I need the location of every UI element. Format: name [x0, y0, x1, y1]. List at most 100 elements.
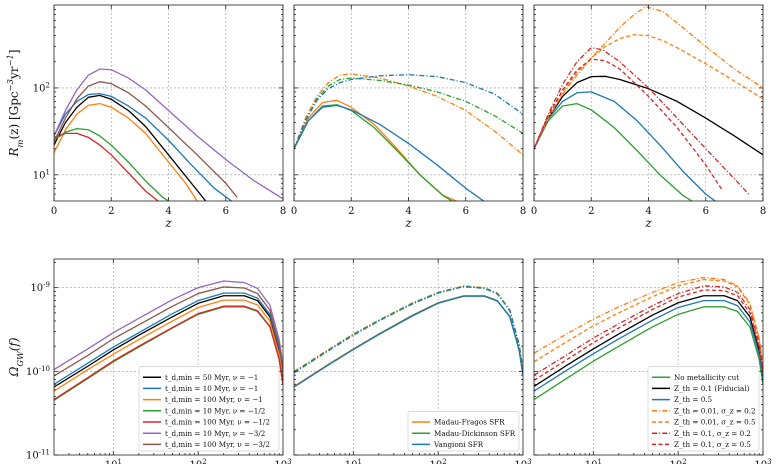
series-line-4 [534, 278, 763, 365]
x-axis-label: z [404, 216, 412, 230]
x-tick-label: 102 [670, 458, 687, 464]
series-line-1 [54, 92, 232, 201]
series-line-1 [294, 104, 454, 201]
series-line-1 [534, 295, 763, 387]
x-tick-label: 8 [280, 206, 286, 217]
legend: Madau-Fragos SFR Madau-Dickinson SFR Vangi… [407, 411, 520, 452]
series-line-5 [534, 47, 750, 195]
legend-box [407, 411, 520, 452]
y-tick-label: 101 [33, 168, 50, 181]
series-line-2 [294, 295, 523, 388]
series-line-3 [294, 73, 523, 156]
legend-entry-label: Z_th = 0.1, σ_z = 0.5 [674, 440, 751, 449]
series-line-4 [294, 285, 523, 373]
series-line-5 [294, 74, 523, 149]
x-tick-label: 2 [588, 206, 594, 217]
series-line-4 [534, 34, 763, 149]
legend-box [647, 366, 760, 452]
x-tick-label: 102 [430, 458, 447, 464]
x-axis-label: z [164, 216, 172, 230]
series-line-0 [534, 102, 694, 201]
series-line-0 [54, 94, 207, 201]
series-line-4 [54, 132, 160, 201]
series-line-3 [54, 127, 171, 201]
legend-entry-label: t_d,min = 10 Myr, ν = −1 [165, 384, 258, 393]
series-line-0 [534, 306, 763, 401]
legend-box [138, 366, 280, 452]
x-tick-label: 6 [223, 206, 229, 217]
series-line-6 [54, 286, 283, 377]
x-axis-label: z [644, 216, 652, 230]
chart-panel-top-middle: 0 2 4 6 8 z [291, 4, 526, 230]
axes-frame [533, 258, 764, 456]
y-tick-label: 10-9 [30, 281, 50, 294]
series-line-2 [54, 299, 283, 392]
series-line-1 [534, 75, 763, 156]
chart-panel-top-left: 0 2 4 6 8 101 102 z Rm(z) [Gpc−3yr−1] [5, 4, 286, 230]
series-line-3 [294, 285, 523, 372]
series-line-3 [534, 276, 763, 364]
x-tick-label: 8 [760, 206, 766, 217]
series-line-2 [294, 104, 485, 201]
series-line-2 [534, 91, 717, 201]
y-tick-label: 102 [33, 81, 50, 94]
series-line-2 [534, 299, 763, 392]
legend: t_d,min = 50 Myr, ν = −1 t_d,min = 10 Myr… [138, 366, 280, 452]
series-line-6 [534, 58, 724, 192]
legend-entry-label: Z_th = 0.01, σ_z = 0.5 [674, 418, 756, 427]
series-line-4 [54, 305, 283, 401]
x-tick-label: 103 [514, 458, 531, 464]
legend-entry-label: Z_th = 0.1, σ_z = 0.2 [674, 429, 751, 438]
series-line-5 [294, 285, 523, 374]
legend-entry-label: t_d,min = 10 Myr, ν = −1/2 [165, 406, 265, 415]
series-line-3 [534, 6, 763, 149]
axes-frame [53, 258, 284, 456]
legend-entry-label: Z_th = 0.1 (Fiducial) [674, 384, 750, 393]
series-line-5 [54, 280, 283, 371]
series-line-0 [294, 295, 523, 387]
x-tick-label: 101 [345, 458, 362, 464]
y-tick-label: 10-11 [26, 449, 50, 462]
y-axis-label: Rm(z) [Gpc−3yr−1] [5, 49, 25, 157]
x-tick-label: 101 [105, 458, 122, 464]
series-line-1 [54, 292, 283, 385]
series-line-6 [534, 289, 763, 381]
x-tick-label: 2 [348, 206, 354, 217]
x-tick-label: 8 [520, 206, 526, 217]
x-tick-label: 4 [645, 206, 651, 217]
chart-panel-top-right: 0 2 4 6 8 z [531, 4, 766, 230]
legend-entry-label: Madau-Dickinson SFR [434, 429, 516, 438]
x-tick-label: 0 [291, 206, 297, 217]
x-tick-label: 101 [585, 458, 602, 464]
x-tick-label: 103 [754, 458, 771, 464]
legend-entry-label: Madau-Fragos SFR [434, 418, 505, 427]
x-tick-label: 6 [703, 206, 709, 217]
legend-entry-label: Z_th = 0.01, σ_z = 0.2 [674, 406, 756, 415]
legend: No metallicity cut Z_th = 0.1 (Fiducial) Z… [647, 366, 760, 452]
x-tick-label: 0 [531, 206, 537, 217]
y-axis-label: ΩGW(f) [7, 337, 25, 377]
x-tick-label: 4 [165, 206, 171, 217]
x-tick-label: 102 [190, 458, 207, 464]
chart-panel-bottom-middle: 101102103f [Hz]Madau-Fragos SFRMadau-Dic… [293, 258, 532, 464]
series-line-0 [294, 99, 459, 201]
legend-entry-label: Vangioni SFR [433, 440, 484, 449]
series-line-1 [294, 295, 523, 388]
legend-entry-label: t_d,min = 100 Myr, ν = −1 [165, 395, 263, 404]
legend-entry-label: No metallicity cut [674, 373, 739, 382]
axes-frame [293, 258, 524, 456]
x-tick-label: 4 [405, 206, 411, 217]
series-line-6 [54, 81, 238, 198]
x-tick-label: 6 [463, 206, 469, 217]
x-tick-label: 0 [51, 206, 57, 217]
series-line-2 [54, 102, 198, 201]
legend-entry-label: t_d,min = 10 Myr, ν = −3/2 [165, 429, 265, 438]
legend-entry-label: t_d,min = 50 Myr, ν = −1 [165, 373, 258, 382]
legend-entry-label: t_d,min = 100 Myr, ν = −3/2 [165, 440, 270, 449]
legend-entry-label: Z_th = 0.5 [674, 395, 713, 404]
legend-entry-label: t_d,min = 100 Myr, ν = −1/2 [165, 418, 270, 427]
series-line-5 [54, 68, 283, 200]
